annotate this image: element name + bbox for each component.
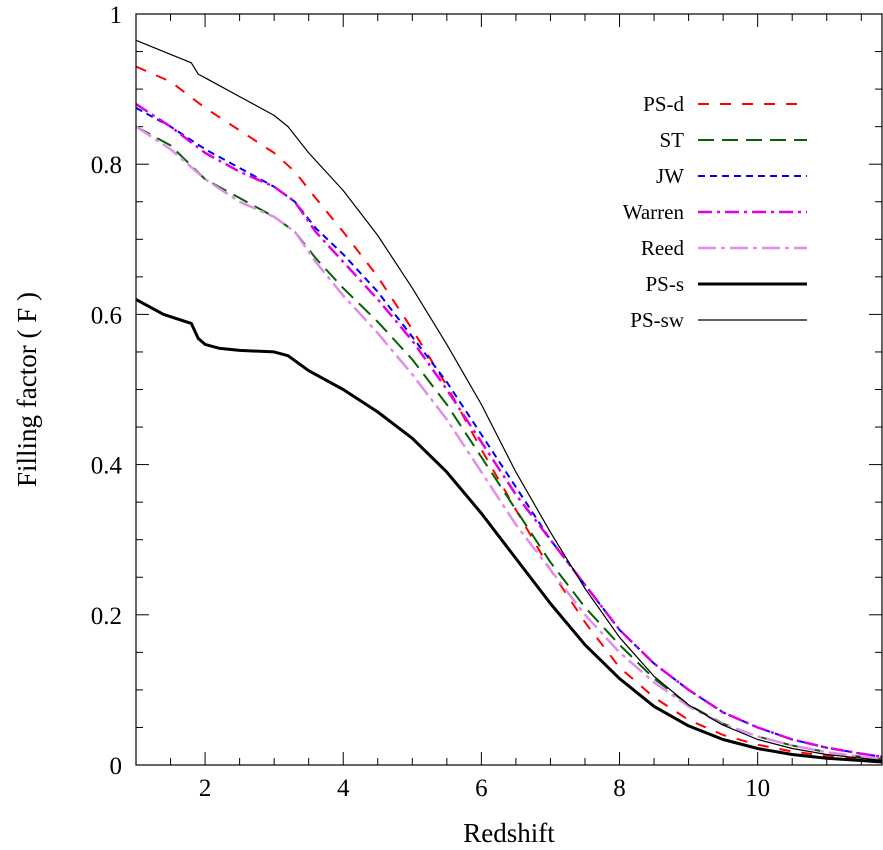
legend-label: PS-s (645, 272, 684, 296)
tick-labels: 2 4 6 8 10 0 0.2 0.4 0.6 0.8 1 (91, 2, 770, 802)
y-tick-label: 0.2 (91, 603, 122, 630)
legend-label: Warren (623, 200, 685, 224)
series-line-warren (135, 103, 883, 758)
legend-label: Reed (641, 236, 685, 260)
legend-label: PS-sw (630, 308, 685, 332)
y-tick-label: 0.8 (91, 152, 122, 179)
y-tick-label: 0.4 (91, 453, 123, 480)
legend-label: PS-d (643, 92, 684, 116)
legend-label: JW (656, 164, 684, 188)
series-line-reed (135, 125, 883, 761)
x-tick-label: 10 (745, 775, 770, 802)
series-line-ps-sw (135, 39, 883, 762)
x-tick-label: 8 (613, 775, 626, 802)
legend: PS-d ST JW Warren Reed PS-s PS-sw (623, 92, 807, 332)
y-tick-label: 0 (110, 753, 123, 780)
x-tick-label: 4 (337, 775, 350, 802)
series-line-st (135, 125, 883, 760)
y-axis-title: Filling factor ( F ) (12, 292, 42, 487)
legend-label: ST (659, 128, 684, 152)
x-tick-label: 6 (475, 775, 488, 802)
series-lines (135, 39, 883, 764)
x-tick-label: 2 (199, 775, 212, 802)
y-tick-label: 0.6 (91, 302, 122, 329)
x-axis-title: Redshift (463, 818, 555, 848)
series-line-ps-d (135, 65, 883, 762)
axis-ticks (135, 13, 882, 766)
plot-frame (135, 13, 883, 766)
series-line-ps-s (135, 298, 883, 764)
y-tick-label: 1 (110, 2, 123, 29)
